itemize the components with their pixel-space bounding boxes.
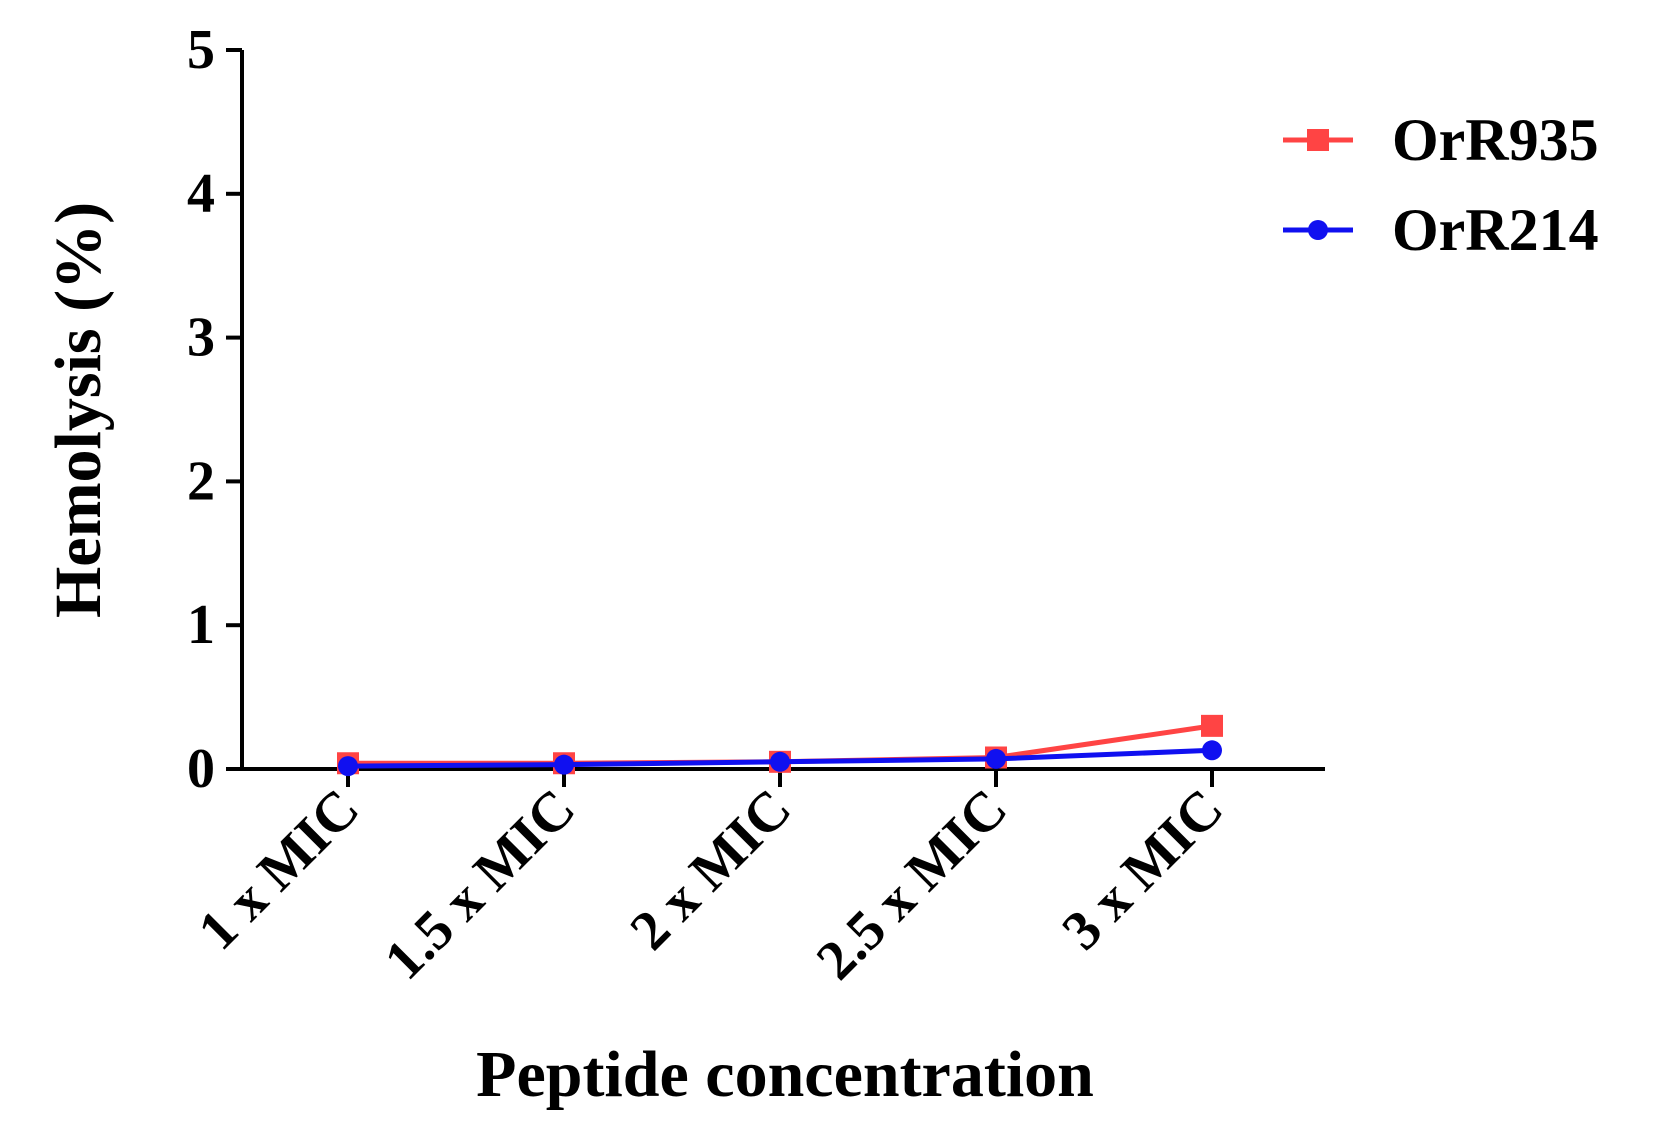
data-point-square — [1201, 714, 1223, 737]
y-axis-title: Hemolysis (%) — [42, 202, 115, 618]
data-point-circle — [554, 754, 574, 775]
x-axis-title: Peptide concentration — [476, 1038, 1094, 1111]
x-axis: 1 x MIC 1.5 x MIC 2 x MIC 2.5 x MIC 3 x MIC … — [187, 767, 1325, 1111]
legend: OrR935 OrR214 — [1283, 107, 1599, 263]
data-point-circle — [986, 748, 1006, 769]
data-point-circle — [770, 751, 790, 772]
data-point-circle — [338, 756, 358, 777]
x-tick-label: 2 x MIC — [619, 777, 804, 962]
legend-label: OrR935 — [1392, 107, 1599, 173]
y-axis: 0 1 2 3 4 5 Hemolysis (%) — [42, 19, 244, 800]
legend-marker-circle — [1308, 220, 1328, 240]
legend-label: OrR214 — [1392, 197, 1599, 263]
x-tick-label: 2.5 x MIC — [805, 777, 1019, 991]
y-ticks: 0 1 2 3 4 5 — [187, 19, 242, 800]
y-tick-label: 4 — [187, 163, 215, 225]
y-tick-label: 0 — [187, 738, 215, 800]
x-tick-label: 1.5 x MIC — [373, 777, 587, 991]
data-point-circle — [1202, 740, 1222, 761]
x-tick-label: 1 x MIC — [187, 777, 372, 962]
series-layer — [337, 714, 1223, 777]
y-tick-label: 5 — [187, 19, 215, 81]
x-tick-label: 3 x MIC — [1051, 777, 1236, 962]
legend-marker-square — [1307, 129, 1329, 151]
y-tick-label: 1 — [187, 594, 215, 656]
y-tick-label: 2 — [187, 450, 215, 512]
y-tick-label: 3 — [187, 307, 215, 369]
x-ticks: 1 x MIC 1.5 x MIC 2 x MIC 2.5 x MIC 3 x MIC — [187, 769, 1236, 992]
series-OrR214 — [338, 740, 1222, 777]
